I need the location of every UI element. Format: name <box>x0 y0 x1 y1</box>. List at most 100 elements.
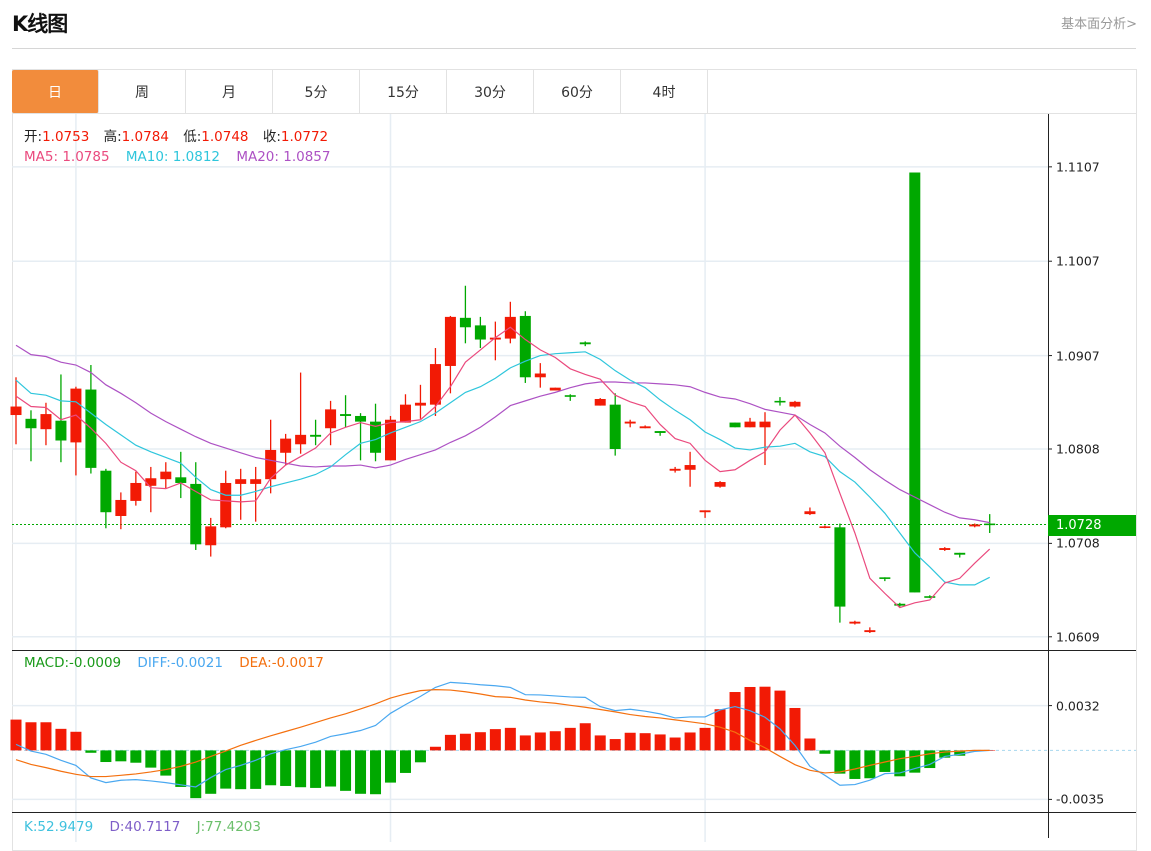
candle-body <box>295 434 307 445</box>
d-value: 40.7117 <box>124 819 181 835</box>
macd-bar <box>235 750 247 790</box>
candle-body <box>370 421 382 453</box>
tab-60min[interactable]: 60分 <box>534 70 621 113</box>
macd-bar <box>579 723 591 751</box>
candle-body <box>789 401 801 407</box>
high-label: 高: <box>103 129 122 145</box>
candle-body <box>729 422 741 428</box>
candle-body <box>444 316 456 366</box>
macd-bar <box>909 750 921 773</box>
candle-body <box>235 479 247 484</box>
ma20-line <box>15 344 990 524</box>
kdj-legend: K:52.9479 D:40.7117 J:77.4203 <box>24 819 261 835</box>
candle-body <box>130 482 142 501</box>
candle-body <box>459 317 471 328</box>
candle-body <box>385 419 396 461</box>
close-value: 1.0772 <box>280 129 329 145</box>
macd-bar <box>130 750 142 763</box>
candle-body <box>175 477 187 483</box>
candle-body <box>160 471 172 480</box>
macd-bar <box>190 750 202 799</box>
macd-bar <box>355 750 367 794</box>
macd-bar <box>55 728 67 751</box>
dea-line <box>15 689 990 778</box>
macd-bar <box>639 733 651 751</box>
candlestick-chart[interactable] <box>10 114 1052 650</box>
macd-chart[interactable] <box>10 651 1136 842</box>
macd-bar <box>175 750 187 787</box>
dea-label: DEA: <box>239 655 272 671</box>
tab-day[interactable]: 日 <box>12 70 99 113</box>
candle-body <box>549 387 561 391</box>
tab-week[interactable]: 周 <box>99 70 186 113</box>
macd-bar <box>474 732 486 751</box>
macd-bar <box>774 690 786 751</box>
macd-bar <box>789 707 801 751</box>
k-label: K: <box>24 819 38 835</box>
price-tick-label: 1.0907 <box>1056 348 1100 364</box>
candle-body <box>399 404 411 423</box>
macd-bar <box>759 686 771 751</box>
ma-legend: MA5: 1.0785 MA10: 1.0812 MA20: 1.0857 <box>24 149 330 165</box>
macd-bar <box>340 750 352 791</box>
open-value: 1.0753 <box>42 129 90 145</box>
macd-bar <box>564 727 576 751</box>
macd-bar <box>924 750 936 769</box>
macd-bar <box>549 731 561 751</box>
macd-bar <box>10 719 22 751</box>
macd-bar <box>100 750 112 763</box>
tab-4hour[interactable]: 4时 <box>621 70 708 113</box>
current-price-label: 1.0728 <box>1048 515 1136 536</box>
candle-body <box>474 325 486 340</box>
macd-panel-bottom-border <box>12 812 1136 813</box>
macd-bar <box>504 727 516 751</box>
candle-body <box>894 603 906 606</box>
candle-body <box>969 524 981 527</box>
main-panel-bottom-border <box>12 650 1136 651</box>
macd-bar <box>145 750 157 768</box>
k-value: 52.9479 <box>37 819 94 835</box>
candle-body <box>849 621 861 624</box>
candle-body <box>819 526 831 528</box>
candle-body <box>190 483 202 545</box>
diff-line <box>15 681 990 788</box>
macd-bar <box>669 737 681 751</box>
macd-bar <box>444 734 456 751</box>
candle-body <box>355 415 367 422</box>
candle-body <box>205 526 217 546</box>
macd-bar <box>519 735 531 751</box>
macd-tick-label: -0.0035 <box>1056 791 1105 807</box>
candle-body <box>984 523 996 526</box>
candle-body <box>40 414 52 430</box>
candle-body <box>265 449 277 480</box>
tab-month[interactable]: 月 <box>186 70 273 113</box>
diff-label: DIFF: <box>137 655 171 671</box>
candle-body <box>624 421 636 424</box>
period-tabs: 日 周 月 5分 15分 30分 60分 4时 <box>12 70 708 113</box>
candle-body <box>519 315 531 378</box>
ma5-value: 1.0785 <box>62 149 110 165</box>
tabs-divider <box>12 113 1136 114</box>
tab-30min[interactable]: 30分 <box>447 70 534 113</box>
candle-body <box>564 395 576 397</box>
macd-bar <box>819 750 831 754</box>
fundamental-analysis-link[interactable]: 基本面分析> <box>1061 17 1137 32</box>
macd-bar <box>160 750 172 776</box>
macd-bar <box>624 732 636 751</box>
macd-bar <box>250 750 262 789</box>
ma5-label: MA5: <box>24 149 59 165</box>
macd-bar <box>594 735 606 751</box>
macd-bar <box>25 722 37 751</box>
candle-body <box>100 470 112 513</box>
tab-15min[interactable]: 15分 <box>360 70 447 113</box>
macd-bar <box>684 732 696 751</box>
macd-bar <box>954 750 966 756</box>
macd-bar <box>459 733 471 751</box>
candle-body <box>954 552 966 555</box>
candle-body <box>774 400 786 403</box>
candle-body <box>939 548 951 550</box>
tab-5min[interactable]: 5分 <box>273 70 360 113</box>
macd-bar <box>864 750 876 779</box>
high-value: 1.0784 <box>121 129 169 145</box>
low-label: 低: <box>183 129 202 145</box>
